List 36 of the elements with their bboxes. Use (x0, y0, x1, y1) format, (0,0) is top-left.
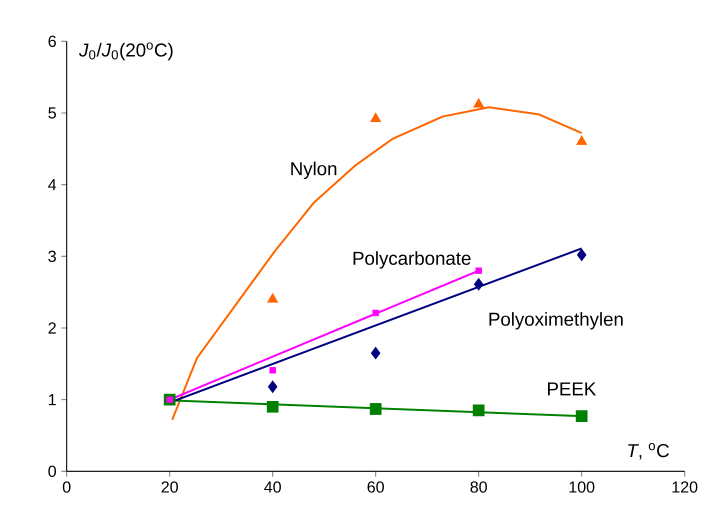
y-tick-label: 2 (48, 322, 56, 334)
y-tick-label: 6 (48, 36, 56, 47)
y-tick-label: 1 (48, 394, 56, 406)
point (576, 410, 588, 422)
point (474, 278, 484, 291)
point (370, 112, 382, 122)
series-label: Polyoximethylen (489, 312, 623, 330)
y-tick-label: 0 (48, 466, 56, 477)
x-axis-title: T, $^{o}$C (628, 443, 669, 460)
point (472, 404, 485, 416)
x-tick-label: 80 (470, 481, 487, 493)
point (372, 310, 379, 316)
point (166, 396, 173, 403)
point (370, 346, 380, 360)
y-tick-label: 3 (48, 250, 56, 262)
series-label: PEEK (548, 382, 596, 396)
y-tick-label: 5 (48, 107, 56, 119)
point (268, 380, 278, 394)
y-tick-label: 4 (48, 179, 56, 190)
x-tick-label: 0 (62, 481, 70, 493)
point (475, 267, 482, 274)
point (473, 98, 484, 108)
point (576, 248, 586, 262)
x-tick-label: 20 (162, 481, 178, 493)
point (576, 135, 588, 145)
point (370, 403, 382, 415)
x-tick-label: 60 (368, 481, 384, 493)
point (267, 293, 278, 303)
x-tick-label: 120 (672, 481, 698, 493)
series-label: Polycarbonate (354, 251, 471, 269)
x-tick-label: 40 (264, 481, 281, 493)
point (266, 400, 279, 413)
text: Nylon (291, 162, 336, 180)
point (269, 367, 276, 374)
y-axis-title: J$_{0}$/J$_{0}$(20$^{o}$C) (79, 42, 173, 60)
x-tick-label: 100 (570, 481, 594, 493)
